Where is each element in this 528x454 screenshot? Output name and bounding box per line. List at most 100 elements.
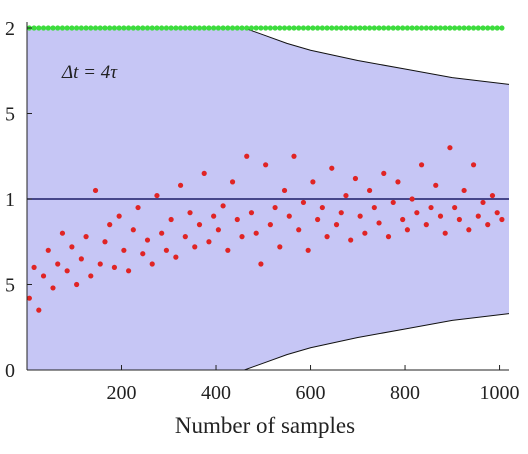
data-point — [428, 204, 434, 211]
data-point — [437, 213, 444, 219]
data-point — [36, 25, 42, 31]
data-point — [116, 213, 122, 219]
data-point — [480, 199, 486, 206]
data-point — [244, 25, 250, 31]
data-point — [470, 162, 477, 168]
data-point — [121, 247, 127, 253]
data-point — [357, 25, 363, 31]
data-point — [404, 25, 411, 31]
data-point — [376, 25, 382, 31]
data-point — [442, 25, 448, 31]
data-point — [366, 187, 373, 194]
data-point — [343, 192, 349, 199]
data-point — [395, 25, 401, 31]
data-point — [423, 222, 429, 228]
data-point — [69, 244, 75, 250]
data-point — [362, 25, 368, 31]
data-point — [244, 153, 250, 159]
data-point — [64, 25, 70, 31]
data-point — [149, 261, 155, 267]
data-point — [50, 285, 56, 291]
data-point — [182, 25, 188, 31]
data-point — [239, 234, 245, 240]
data-point — [130, 227, 136, 233]
data-point — [381, 25, 387, 31]
data-point — [485, 222, 491, 228]
data-point — [140, 25, 146, 31]
data-point — [296, 227, 302, 233]
data-point — [92, 187, 99, 194]
annotation: Δt = 4τ — [61, 62, 118, 83]
data-point — [300, 199, 307, 206]
data-point — [390, 199, 396, 206]
data-point — [125, 25, 132, 31]
data-point — [144, 25, 151, 31]
data-point — [418, 162, 425, 168]
data-point — [154, 192, 160, 199]
x-tick-label: 200 — [107, 382, 137, 404]
data-point — [92, 25, 99, 31]
data-point — [258, 261, 264, 267]
data-point — [470, 25, 477, 31]
data-point — [466, 25, 472, 31]
data-point — [400, 25, 406, 31]
data-point — [248, 25, 255, 31]
data-point — [452, 25, 458, 31]
data-point — [418, 25, 425, 31]
data-point — [395, 179, 401, 185]
data-point — [248, 210, 255, 216]
data-point — [277, 25, 283, 31]
data-point — [31, 25, 37, 31]
data-point — [352, 175, 359, 182]
data-point — [78, 25, 84, 31]
data-point — [50, 25, 56, 31]
data-point — [102, 25, 108, 31]
data-point — [107, 222, 113, 228]
data-point — [300, 25, 307, 31]
data-point — [135, 25, 141, 31]
data-point — [400, 216, 406, 223]
data-point — [404, 227, 411, 233]
data-point — [319, 204, 325, 211]
data-point — [338, 210, 344, 216]
data-point — [196, 222, 203, 228]
data-point — [253, 230, 259, 236]
data-point — [281, 187, 288, 194]
data-point — [258, 25, 264, 31]
data-point — [452, 204, 458, 211]
data-point — [27, 295, 32, 301]
data-point — [329, 165, 335, 171]
data-point — [234, 25, 240, 31]
data-point — [475, 213, 481, 219]
data-point — [201, 170, 207, 176]
data-point — [74, 25, 80, 31]
data-point — [461, 25, 467, 31]
data-point — [272, 204, 278, 211]
data-point — [36, 307, 42, 313]
data-point — [461, 187, 467, 194]
data-point — [447, 25, 453, 31]
data-point — [433, 182, 439, 188]
data-point — [130, 25, 136, 31]
data-point — [310, 179, 316, 185]
data-point — [111, 264, 118, 270]
data-point — [192, 25, 198, 31]
data-point — [234, 216, 240, 223]
data-point — [267, 222, 273, 228]
data-point — [163, 25, 170, 31]
data-point — [97, 25, 103, 31]
data-point — [447, 145, 453, 151]
data-point — [456, 216, 462, 223]
data-point — [489, 25, 496, 31]
data-point — [376, 220, 382, 226]
data-point — [206, 239, 212, 245]
data-point — [107, 25, 113, 31]
data-point — [489, 192, 496, 199]
data-point — [55, 261, 61, 267]
data-point — [390, 25, 396, 31]
data-point — [201, 25, 207, 31]
data-point — [348, 25, 354, 31]
data-point — [173, 25, 179, 31]
data-point — [144, 237, 151, 243]
data-point — [177, 25, 184, 31]
